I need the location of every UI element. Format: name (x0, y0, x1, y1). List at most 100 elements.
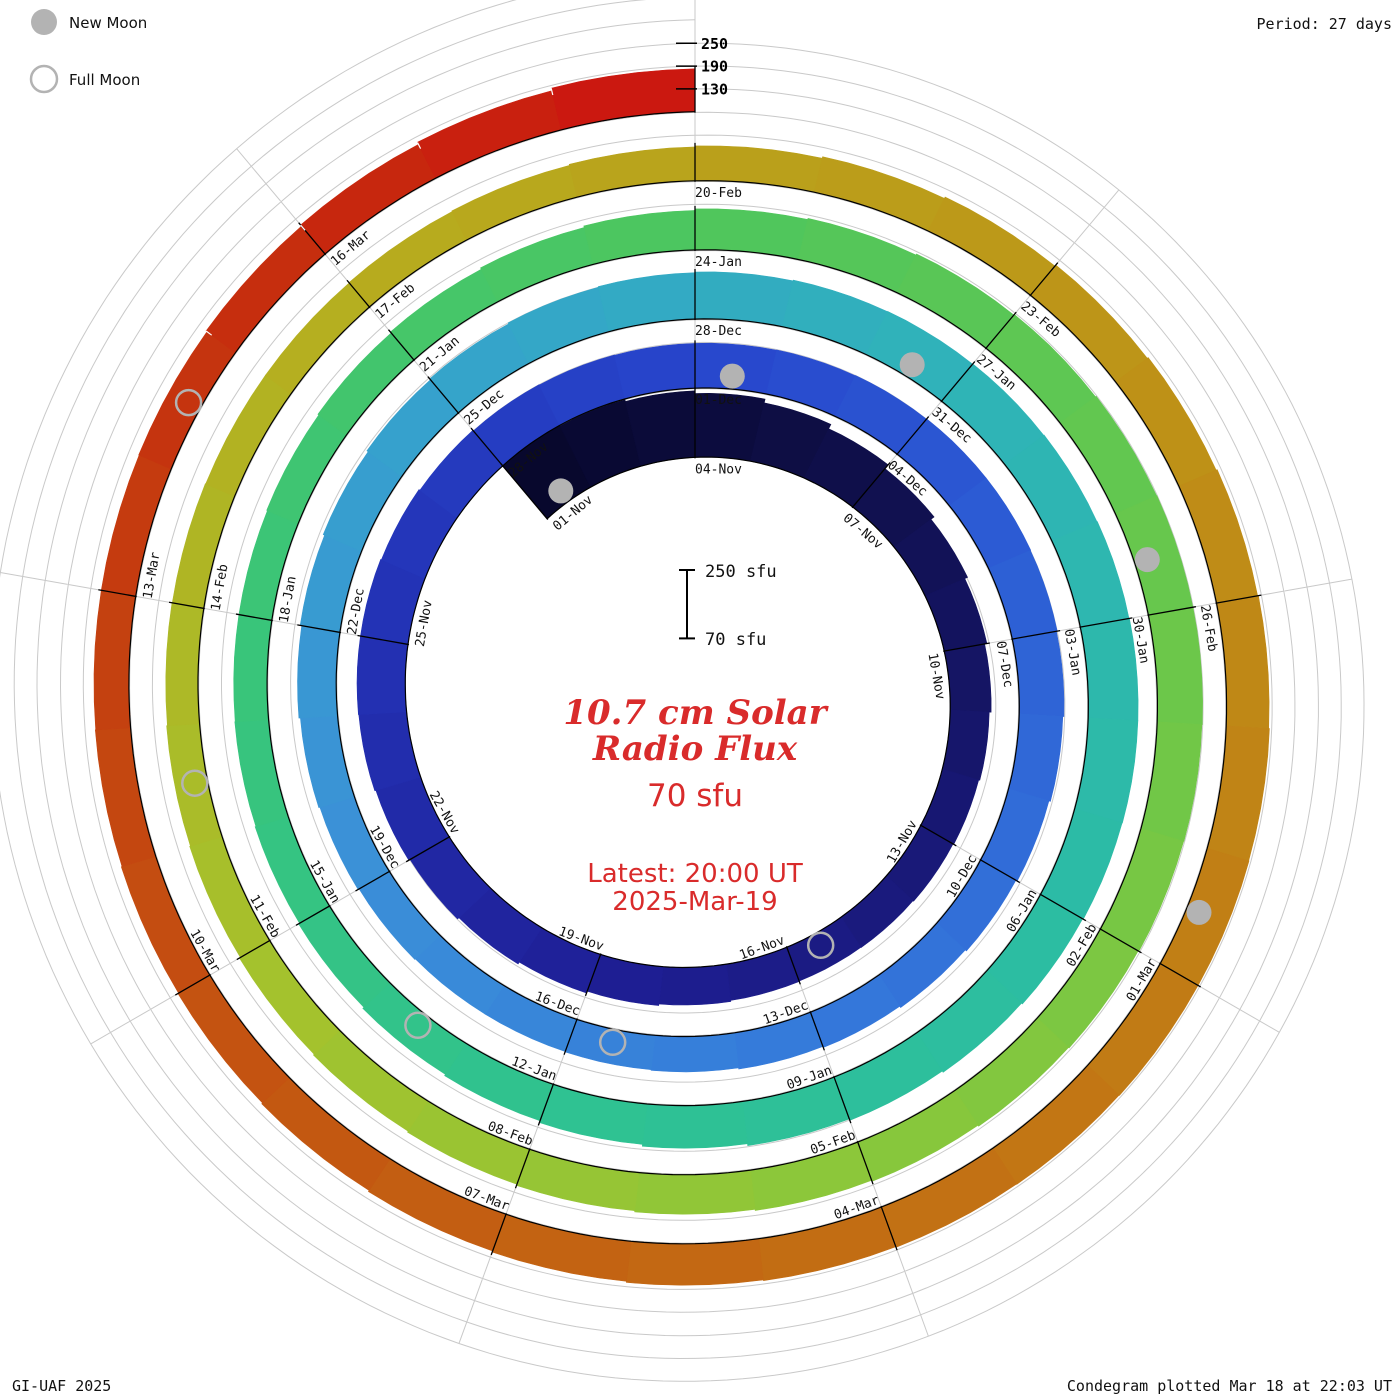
current-flux-value: 70 sfu (647, 778, 743, 814)
grid-radial (1074, 189, 1120, 243)
flux-bar (356, 635, 409, 715)
chart-title-line2: Radio Flux (592, 729, 798, 769)
radial-scale-label-250: 250 (701, 35, 728, 53)
scale-bar-top-label: 250 sfu (705, 562, 777, 582)
segment-divider (470, 427, 504, 468)
segment-divider (1147, 606, 1197, 616)
flux-bar (297, 625, 341, 719)
flux-bar (1051, 521, 1130, 628)
radial-scale: 250 190 130 (676, 35, 728, 98)
new-moon-marker (1186, 899, 1212, 925)
segment-divider (809, 1011, 825, 1051)
full-moon-marker (181, 769, 209, 797)
date-label: 04-Nov (695, 462, 742, 477)
flux-bar (1011, 630, 1065, 717)
flux-bar (658, 963, 732, 1006)
date-label: 28-Dec (695, 324, 742, 339)
new-moon-icon (31, 9, 57, 35)
segment-divider (235, 613, 273, 622)
daily-tick (205, 330, 213, 336)
plotted-timestamp: Condegram plotted Mar 18 at 22:03 UT (1067, 1377, 1392, 1395)
segment-divider (98, 589, 137, 598)
new-moon-marker (1134, 547, 1160, 573)
flux-bar (1074, 717, 1139, 824)
radial-scale-label-130: 130 (701, 80, 728, 98)
flux-bar (943, 643, 992, 713)
flux-bar (414, 934, 505, 1015)
flux-bar (166, 723, 223, 847)
segment-divider (427, 376, 460, 415)
flux-bar (205, 374, 292, 497)
grid-spiral-250 (0, 0, 1365, 1382)
flux-bar (1206, 725, 1270, 862)
flux-bar (597, 272, 696, 333)
date-label: 07-Dec (993, 640, 1016, 689)
grid-spiral-190 (13, 0, 1342, 1360)
segment-divider (833, 1075, 852, 1124)
flux-bar (641, 1101, 748, 1149)
segment-divider (500, 463, 549, 520)
new-moon-marker (548, 478, 574, 504)
segment-divider (919, 824, 957, 847)
grid-radial (1284, 578, 1352, 592)
segment-divider (943, 642, 990, 652)
segment-divider (490, 1213, 507, 1256)
grid-radial (236, 148, 281, 202)
flux-bar (233, 614, 273, 723)
segment-divider (387, 329, 416, 362)
full-moon-marker (598, 1028, 627, 1057)
latest-reading-date: 2025-Mar-19 (612, 887, 777, 917)
grid-radial (1219, 997, 1280, 1033)
flux-bar (797, 218, 917, 294)
flux-bar (491, 1213, 632, 1282)
center-annotations: 10.7 cm Solar Radio Flux 70 sfu Latest: … (563, 693, 828, 917)
radial-scale-label-190: 190 (701, 58, 728, 76)
flux-bar (358, 711, 422, 792)
credit-label: GI-UAF 2025 (12, 1377, 111, 1395)
full-moon-label: Full Moon (69, 71, 140, 89)
flux-bar (484, 985, 578, 1052)
date-label: 20-Feb (695, 186, 742, 201)
grid-radial (904, 1271, 929, 1337)
chart-title-line1: 10.7 cm Solar (563, 693, 828, 733)
segment-divider (979, 858, 1021, 884)
date-label: 10-Nov (924, 652, 947, 701)
date-label: 01-Dec (695, 393, 742, 408)
flux-bar (1178, 469, 1258, 604)
segment-divider (514, 1148, 531, 1189)
full-moon-marker (806, 931, 835, 960)
segment-divider (940, 361, 976, 403)
segment-divider (168, 601, 205, 610)
grid-radial (458, 1279, 483, 1344)
segment-divider (896, 416, 930, 456)
daily-tick (550, 88, 554, 96)
date-label: 26-Feb (1197, 604, 1220, 653)
segment-divider (785, 946, 801, 985)
segment-divider (1099, 927, 1142, 954)
flux-bar (94, 727, 157, 867)
segment-divider (584, 953, 602, 997)
condegram-spiral: 01-Nov04-Nov07-Nov10-Nov13-Nov16-Nov19-N… (0, 0, 1365, 1382)
segment-divider (537, 1083, 555, 1126)
flux-bar (416, 90, 562, 179)
flux-bar (266, 414, 347, 525)
flux-bar (583, 210, 696, 265)
full-moon-marker (404, 1011, 432, 1040)
flux-bar (568, 146, 696, 198)
segment-divider (563, 1018, 578, 1055)
flux-bar (813, 156, 945, 232)
scale-bar-bottom-label: 70 sfu (705, 630, 766, 650)
date-label: 24-Jan (695, 255, 742, 270)
flux-bar (444, 1042, 554, 1122)
segment-divider (405, 835, 451, 863)
flux-bar (564, 1019, 656, 1071)
flux-bar (120, 856, 211, 994)
flux-bar (650, 1032, 739, 1073)
segment-divider (297, 624, 342, 634)
period-label: Period: 27 days (1257, 15, 1392, 33)
segment-divider (1011, 629, 1061, 640)
segment-divider (346, 279, 371, 309)
moon-legend: New Moon Full Moon (29, 9, 147, 94)
